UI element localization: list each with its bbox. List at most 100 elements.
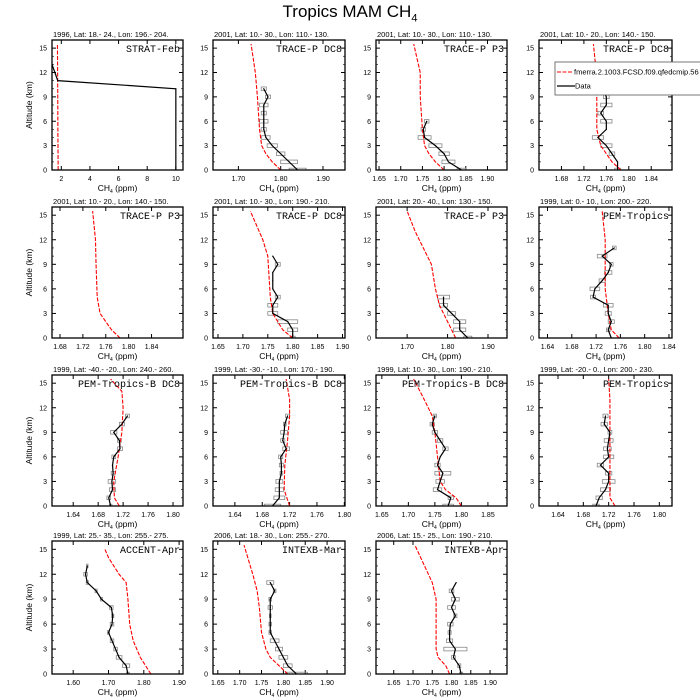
data-line xyxy=(448,582,462,674)
data-point xyxy=(450,606,453,609)
y-tick-label: 0 xyxy=(367,504,371,511)
data-point xyxy=(269,606,271,609)
y-tick-label: 15 xyxy=(526,213,534,220)
data-point xyxy=(605,120,607,122)
plot-area xyxy=(250,43,307,170)
data-point xyxy=(616,161,619,163)
data-point xyxy=(443,153,445,155)
error-bar xyxy=(441,159,456,165)
data-line xyxy=(269,582,297,674)
error-bar xyxy=(608,151,616,156)
error-bar xyxy=(115,655,123,660)
y-tick-label: 6 xyxy=(367,454,371,461)
data-point xyxy=(287,665,289,667)
plot-frame xyxy=(51,374,184,507)
panel-label: TRACE-P P3 xyxy=(120,212,180,223)
plot-frame xyxy=(375,39,508,171)
error-bar xyxy=(265,94,271,100)
data-point xyxy=(111,623,113,625)
x-tick-label: 1.80 xyxy=(166,512,180,519)
data-point xyxy=(269,631,271,634)
data-point xyxy=(436,489,439,491)
data-point xyxy=(263,128,265,130)
error-bar xyxy=(99,596,103,602)
error-bar xyxy=(600,487,611,492)
panel-subtitle: 1999, Lat: 0.- 10., Lon: 200.- 220. xyxy=(540,197,651,206)
plot-frame xyxy=(51,540,184,675)
plot-frame xyxy=(375,540,508,675)
y-tick-label: 3 xyxy=(367,479,371,486)
data-line xyxy=(592,247,615,338)
y-tick-label: 0 xyxy=(43,504,47,511)
data-point xyxy=(57,80,59,82)
data-point xyxy=(447,161,450,163)
panel-label: TRACE-P P3 xyxy=(444,212,504,223)
data-point xyxy=(277,263,279,265)
x-tick-label: 1.75 xyxy=(428,512,442,519)
x-tick-label: 10 xyxy=(172,176,180,183)
plot-frame xyxy=(212,206,346,339)
data-point xyxy=(272,288,274,290)
y-tick-label: 12 xyxy=(363,70,371,77)
data-line xyxy=(431,415,452,506)
x-tick-label: 1.80 xyxy=(277,680,291,687)
data-point xyxy=(272,304,274,306)
y-tick-label: 6 xyxy=(367,119,371,126)
data-point xyxy=(608,480,610,483)
plot-frame xyxy=(375,374,508,507)
panel-4: 2001, Lat: 10.- 20., Lon: 140.- 150. 0 3 6 9… xyxy=(526,30,673,195)
y-tick-label: 6 xyxy=(204,286,208,293)
y-tick-label: 9 xyxy=(204,597,208,604)
x-tick-label: 1.80 xyxy=(274,176,288,183)
error-bar xyxy=(275,646,283,652)
data-point xyxy=(452,656,455,658)
x-tick-label: 1.84 xyxy=(644,176,658,183)
y-tick-label: 3 xyxy=(204,647,208,654)
y-tick-label: 3 xyxy=(530,479,534,486)
error-bar xyxy=(263,503,282,506)
x-axis-label: CH4 (ppm) xyxy=(586,351,626,363)
plot-area xyxy=(106,378,130,506)
data-point xyxy=(439,439,441,442)
data-point xyxy=(84,573,87,575)
model-line xyxy=(56,44,59,170)
error-bar xyxy=(607,319,615,324)
model-line xyxy=(250,43,282,170)
data-point xyxy=(286,415,289,417)
error-bar xyxy=(94,588,98,594)
plot-area xyxy=(92,211,121,338)
plot-frame xyxy=(375,206,508,339)
data-point xyxy=(119,448,121,450)
x-tick-label: 1.80 xyxy=(437,176,451,183)
panel-label: TRACE-P DC8 xyxy=(276,45,342,56)
data-point xyxy=(274,590,276,592)
y-tick-label: 15 xyxy=(39,46,47,53)
data-point xyxy=(287,321,289,323)
y-tick-label: 3 xyxy=(367,143,371,150)
y-tick-label: 6 xyxy=(204,454,208,461)
panel-subtitle: 1999, Lat: -40.- -20., Lon: 240.- 260. xyxy=(53,365,174,374)
x-tick-label: 1.70 xyxy=(406,680,420,687)
data-point xyxy=(114,648,117,650)
x-tick-label: 1.72 xyxy=(589,344,603,351)
y-tick-label: 6 xyxy=(43,454,47,461)
error-bar xyxy=(110,430,118,435)
y-tick-label: 12 xyxy=(526,405,534,412)
y-tick-label: 9 xyxy=(530,262,534,269)
x-tick-label: 1.70 xyxy=(232,176,246,183)
data-point xyxy=(121,423,123,425)
panel-subtitle: 2001, Lat: 10.- 20., Lon: 140.- 150. xyxy=(540,30,656,39)
plot-frame xyxy=(212,39,346,171)
data-line xyxy=(272,415,289,506)
data-point xyxy=(280,153,282,155)
error-bar xyxy=(597,110,604,116)
panel-label: TRACE-P DC8 xyxy=(603,45,669,56)
error-bar xyxy=(604,270,613,275)
data-line xyxy=(272,255,294,338)
data-point xyxy=(280,456,282,458)
data-point xyxy=(442,304,445,306)
y-tick-label: 12 xyxy=(200,405,208,412)
plot-frame xyxy=(212,540,346,675)
y-tick-label: 9 xyxy=(43,94,47,101)
panel-subtitle: 2001, Lat: 10.- 20., Lon: 140.- 150. xyxy=(53,197,169,206)
